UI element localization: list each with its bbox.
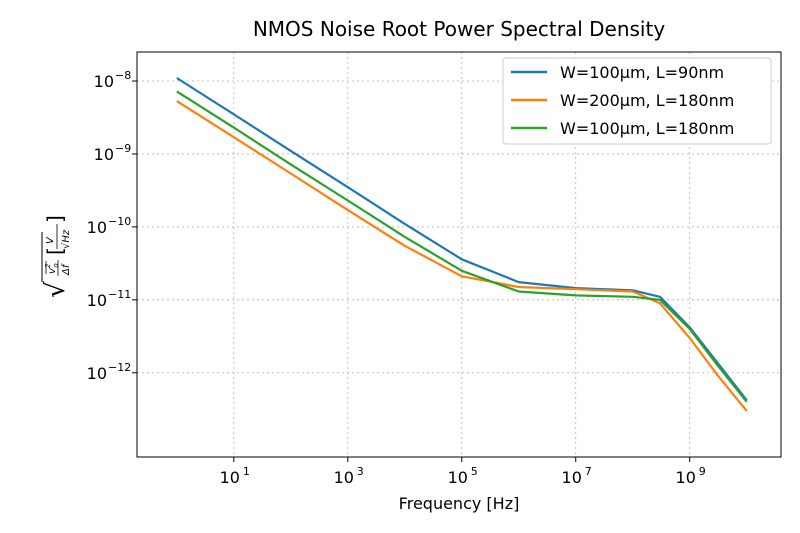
y-tick-exponent: −11 <box>108 288 131 301</box>
x-tick-label: 10 <box>220 468 240 487</box>
x-tick-exponent: 3 <box>357 465 364 478</box>
x-tick-label: 10 <box>334 468 354 487</box>
y-tick-label: 10 <box>94 145 114 164</box>
plot-frame <box>136 51 782 458</box>
y-tick-exponent: −8 <box>115 69 131 82</box>
x-tick-label: 10 <box>562 468 582 487</box>
legend-label-2: W=200μm, L=180nm <box>560 91 734 110</box>
y-tick-label: 10 <box>87 364 107 383</box>
y-label-sqrt-icon: √ <box>41 281 71 298</box>
svg-text:V: V <box>45 236 56 244</box>
series-line-1 <box>176 77 748 401</box>
svg-text:Δf: Δf <box>61 263 72 276</box>
x-tick-exponent: 5 <box>471 465 478 478</box>
y-tick-exponent: −9 <box>115 142 131 155</box>
series-line-2 <box>176 100 748 412</box>
x-axis-label: Frequency [Hz] <box>399 494 520 513</box>
y-axis-label: √ v2o Δf [ V √Hz ] <box>41 215 72 298</box>
x-tick-exponent: 1 <box>243 465 250 478</box>
chart-title: NMOS Noise Root Power Spectral Density <box>253 17 665 41</box>
x-tick-label: 10 <box>448 468 468 487</box>
legend: W=100μm, L=90nm W=200μm, L=180nm W=100μm, … <box>502 57 772 145</box>
series-lines <box>176 77 748 412</box>
x-tick-exponent: 7 <box>585 465 592 478</box>
legend-box <box>502 57 772 145</box>
svg-text:√Hz: √Hz <box>61 229 72 249</box>
x-tick-label: 10 <box>676 468 696 487</box>
y-tick-label: 10 <box>94 72 114 91</box>
x-tick-exponent: 9 <box>699 465 706 478</box>
legend-label-1: W=100μm, L=90nm <box>560 63 724 82</box>
y-tick-exponent: −12 <box>108 361 131 374</box>
y-tick-label: 10 <box>87 291 107 310</box>
svg-text:]: ] <box>43 215 67 223</box>
y-tick-label: 10 <box>87 218 107 237</box>
legend-label-3: W=100μm, L=180nm <box>560 119 734 138</box>
series-line-3 <box>176 90 748 403</box>
svg-text:v2o: v2o <box>44 263 60 274</box>
y-tick-exponent: −10 <box>108 215 131 228</box>
svg-text:[: [ <box>43 247 67 255</box>
